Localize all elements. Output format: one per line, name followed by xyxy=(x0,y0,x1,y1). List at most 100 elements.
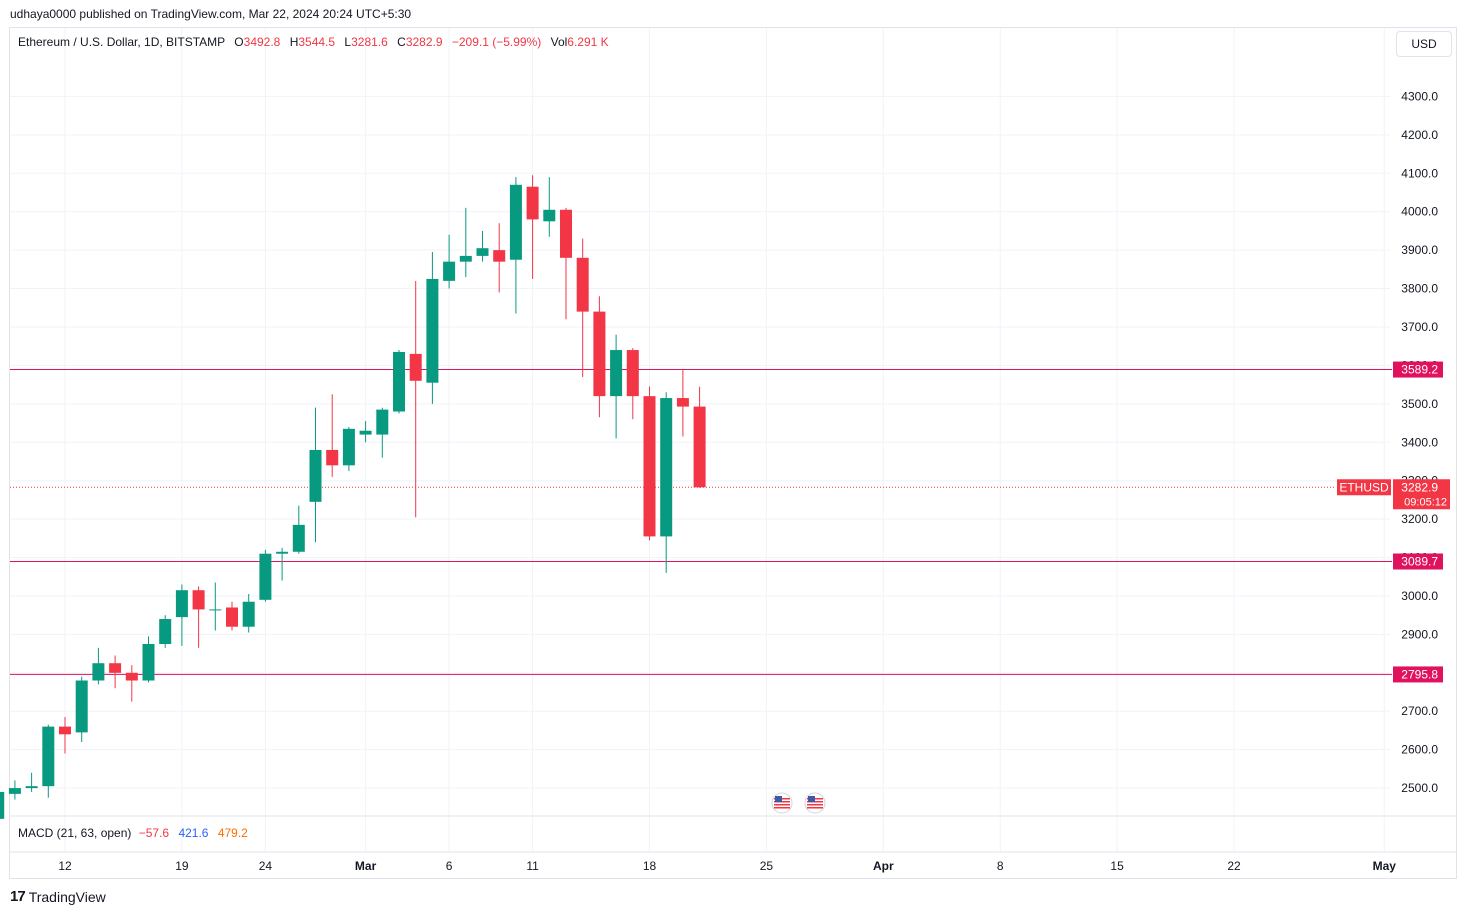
price-tick-label: 3200.0 xyxy=(1401,512,1438,526)
legend-change: −209.1 (−5.99%) xyxy=(451,35,542,49)
candle-down xyxy=(626,348,639,420)
price-tick-label: 2700.0 xyxy=(1401,704,1438,718)
candle-up xyxy=(393,350,405,414)
event-markers xyxy=(771,792,826,814)
countdown-text: 09:05:12 xyxy=(1404,496,1447,508)
candle-down xyxy=(326,394,339,477)
macd-value-macd: 421.6 xyxy=(178,826,209,840)
candle-body xyxy=(242,601,255,627)
chart-grid xyxy=(10,28,1456,853)
candle-body xyxy=(426,278,439,383)
last-price-tag xyxy=(1393,479,1450,510)
candle-body xyxy=(509,184,522,260)
candle-down xyxy=(125,665,138,702)
candle-body xyxy=(676,398,689,407)
candle-down xyxy=(593,296,606,418)
candle-up xyxy=(376,407,389,458)
candle-down xyxy=(226,601,238,631)
candle-up xyxy=(259,549,272,602)
candle-body xyxy=(226,607,238,627)
candle-up xyxy=(75,676,88,742)
price-level-tag-text: 3589.2 xyxy=(1401,363,1438,377)
macd-legend: MACD (21, 63, open) −57.6 421.6 479.2 xyxy=(18,826,248,840)
candle-body xyxy=(476,248,489,256)
candle-body xyxy=(376,409,389,435)
candle-body xyxy=(459,255,472,262)
time-tick-label: Mar xyxy=(355,859,377,873)
last-price-tag-text: 3282.9 xyxy=(1401,480,1438,494)
price-level-tag xyxy=(1393,666,1443,683)
candle-body xyxy=(276,551,289,554)
time-tick-label: 11 xyxy=(526,859,539,873)
candle-body xyxy=(660,398,673,537)
price-level-tag-text: 2795.8 xyxy=(1401,667,1438,681)
candle-body xyxy=(342,428,355,466)
candle-down xyxy=(693,386,706,488)
candle-body xyxy=(59,726,71,735)
price-level-tag xyxy=(1393,361,1443,378)
price-tick-label: 4200.0 xyxy=(1401,128,1438,142)
candle-body xyxy=(543,209,556,222)
legend-close-label: C xyxy=(397,35,406,49)
candle-body xyxy=(292,524,305,552)
candle-up xyxy=(209,582,222,631)
candle-up xyxy=(443,234,456,289)
flag-canton xyxy=(808,796,815,802)
footer-brand[interactable]: 17 TradingView xyxy=(10,888,106,905)
candle-up xyxy=(309,407,322,543)
candle-body xyxy=(610,350,623,397)
candle-body xyxy=(259,553,272,600)
candle-body xyxy=(309,449,322,502)
candle-up xyxy=(276,547,289,581)
candle-up xyxy=(25,772,38,792)
symbol-tag-text: ETHUSD xyxy=(1339,480,1389,494)
candle-down xyxy=(576,238,589,377)
flag-stripe xyxy=(807,804,823,806)
price-tick-label: 4300.0 xyxy=(1401,89,1438,103)
legend-volume-label: Vol xyxy=(550,35,568,49)
candle-up xyxy=(8,780,21,800)
us-flag-event-icon xyxy=(771,792,793,814)
candle-up xyxy=(610,334,623,439)
candle-body xyxy=(75,680,88,733)
time-tick-label: 24 xyxy=(259,859,273,873)
candle-down xyxy=(560,207,572,320)
candle-body xyxy=(125,672,138,681)
candle-down xyxy=(643,386,656,541)
price-tick-label: 2600.0 xyxy=(1401,743,1438,757)
candle-body xyxy=(109,663,122,673)
time-tick-label: 6 xyxy=(446,859,453,873)
candle-body xyxy=(409,353,422,381)
legend-open-value: 3492.8 xyxy=(243,35,281,49)
candle-up xyxy=(660,392,673,573)
tradingview-logo-icon: 17 xyxy=(10,888,26,905)
candle-body xyxy=(643,396,656,537)
candle-up xyxy=(175,584,188,646)
candle-up xyxy=(92,647,105,685)
candle-up xyxy=(359,421,372,443)
candle-body xyxy=(8,788,21,794)
candle-up xyxy=(342,426,355,472)
publish-line: udhaya0000 published on TradingView.com,… xyxy=(10,7,412,21)
price-tick-label: 3800.0 xyxy=(1401,282,1438,296)
candle-down xyxy=(59,717,71,754)
flag-stripe xyxy=(774,807,790,809)
time-tick-label: 12 xyxy=(58,859,72,873)
flag-canton xyxy=(775,796,782,802)
price-tags: 3589.2 3089.7 2795.8 ETHUSD 3282.9 09:05:12 xyxy=(1337,361,1450,683)
legend-symbol: Ethereum / U.S. Dollar, 1D, BITSTAMP xyxy=(18,35,225,49)
currency-button[interactable]: USD xyxy=(1396,31,1452,57)
candle-body xyxy=(326,449,339,466)
price-tick-label: 3900.0 xyxy=(1401,243,1438,257)
candle-body xyxy=(626,350,639,397)
candle-up xyxy=(426,252,439,404)
legend-high-label: H xyxy=(289,35,299,49)
candle-up xyxy=(0,791,5,819)
time-tick-label: 15 xyxy=(1110,859,1124,873)
series-legend: Ethereum / U.S. Dollar, 1D, BITSTAMP O34… xyxy=(18,35,609,49)
time-tick-label: Apr xyxy=(873,859,894,873)
legend-open-label: O xyxy=(234,35,244,49)
candle-down xyxy=(526,175,539,279)
flag-stripe xyxy=(807,807,823,809)
